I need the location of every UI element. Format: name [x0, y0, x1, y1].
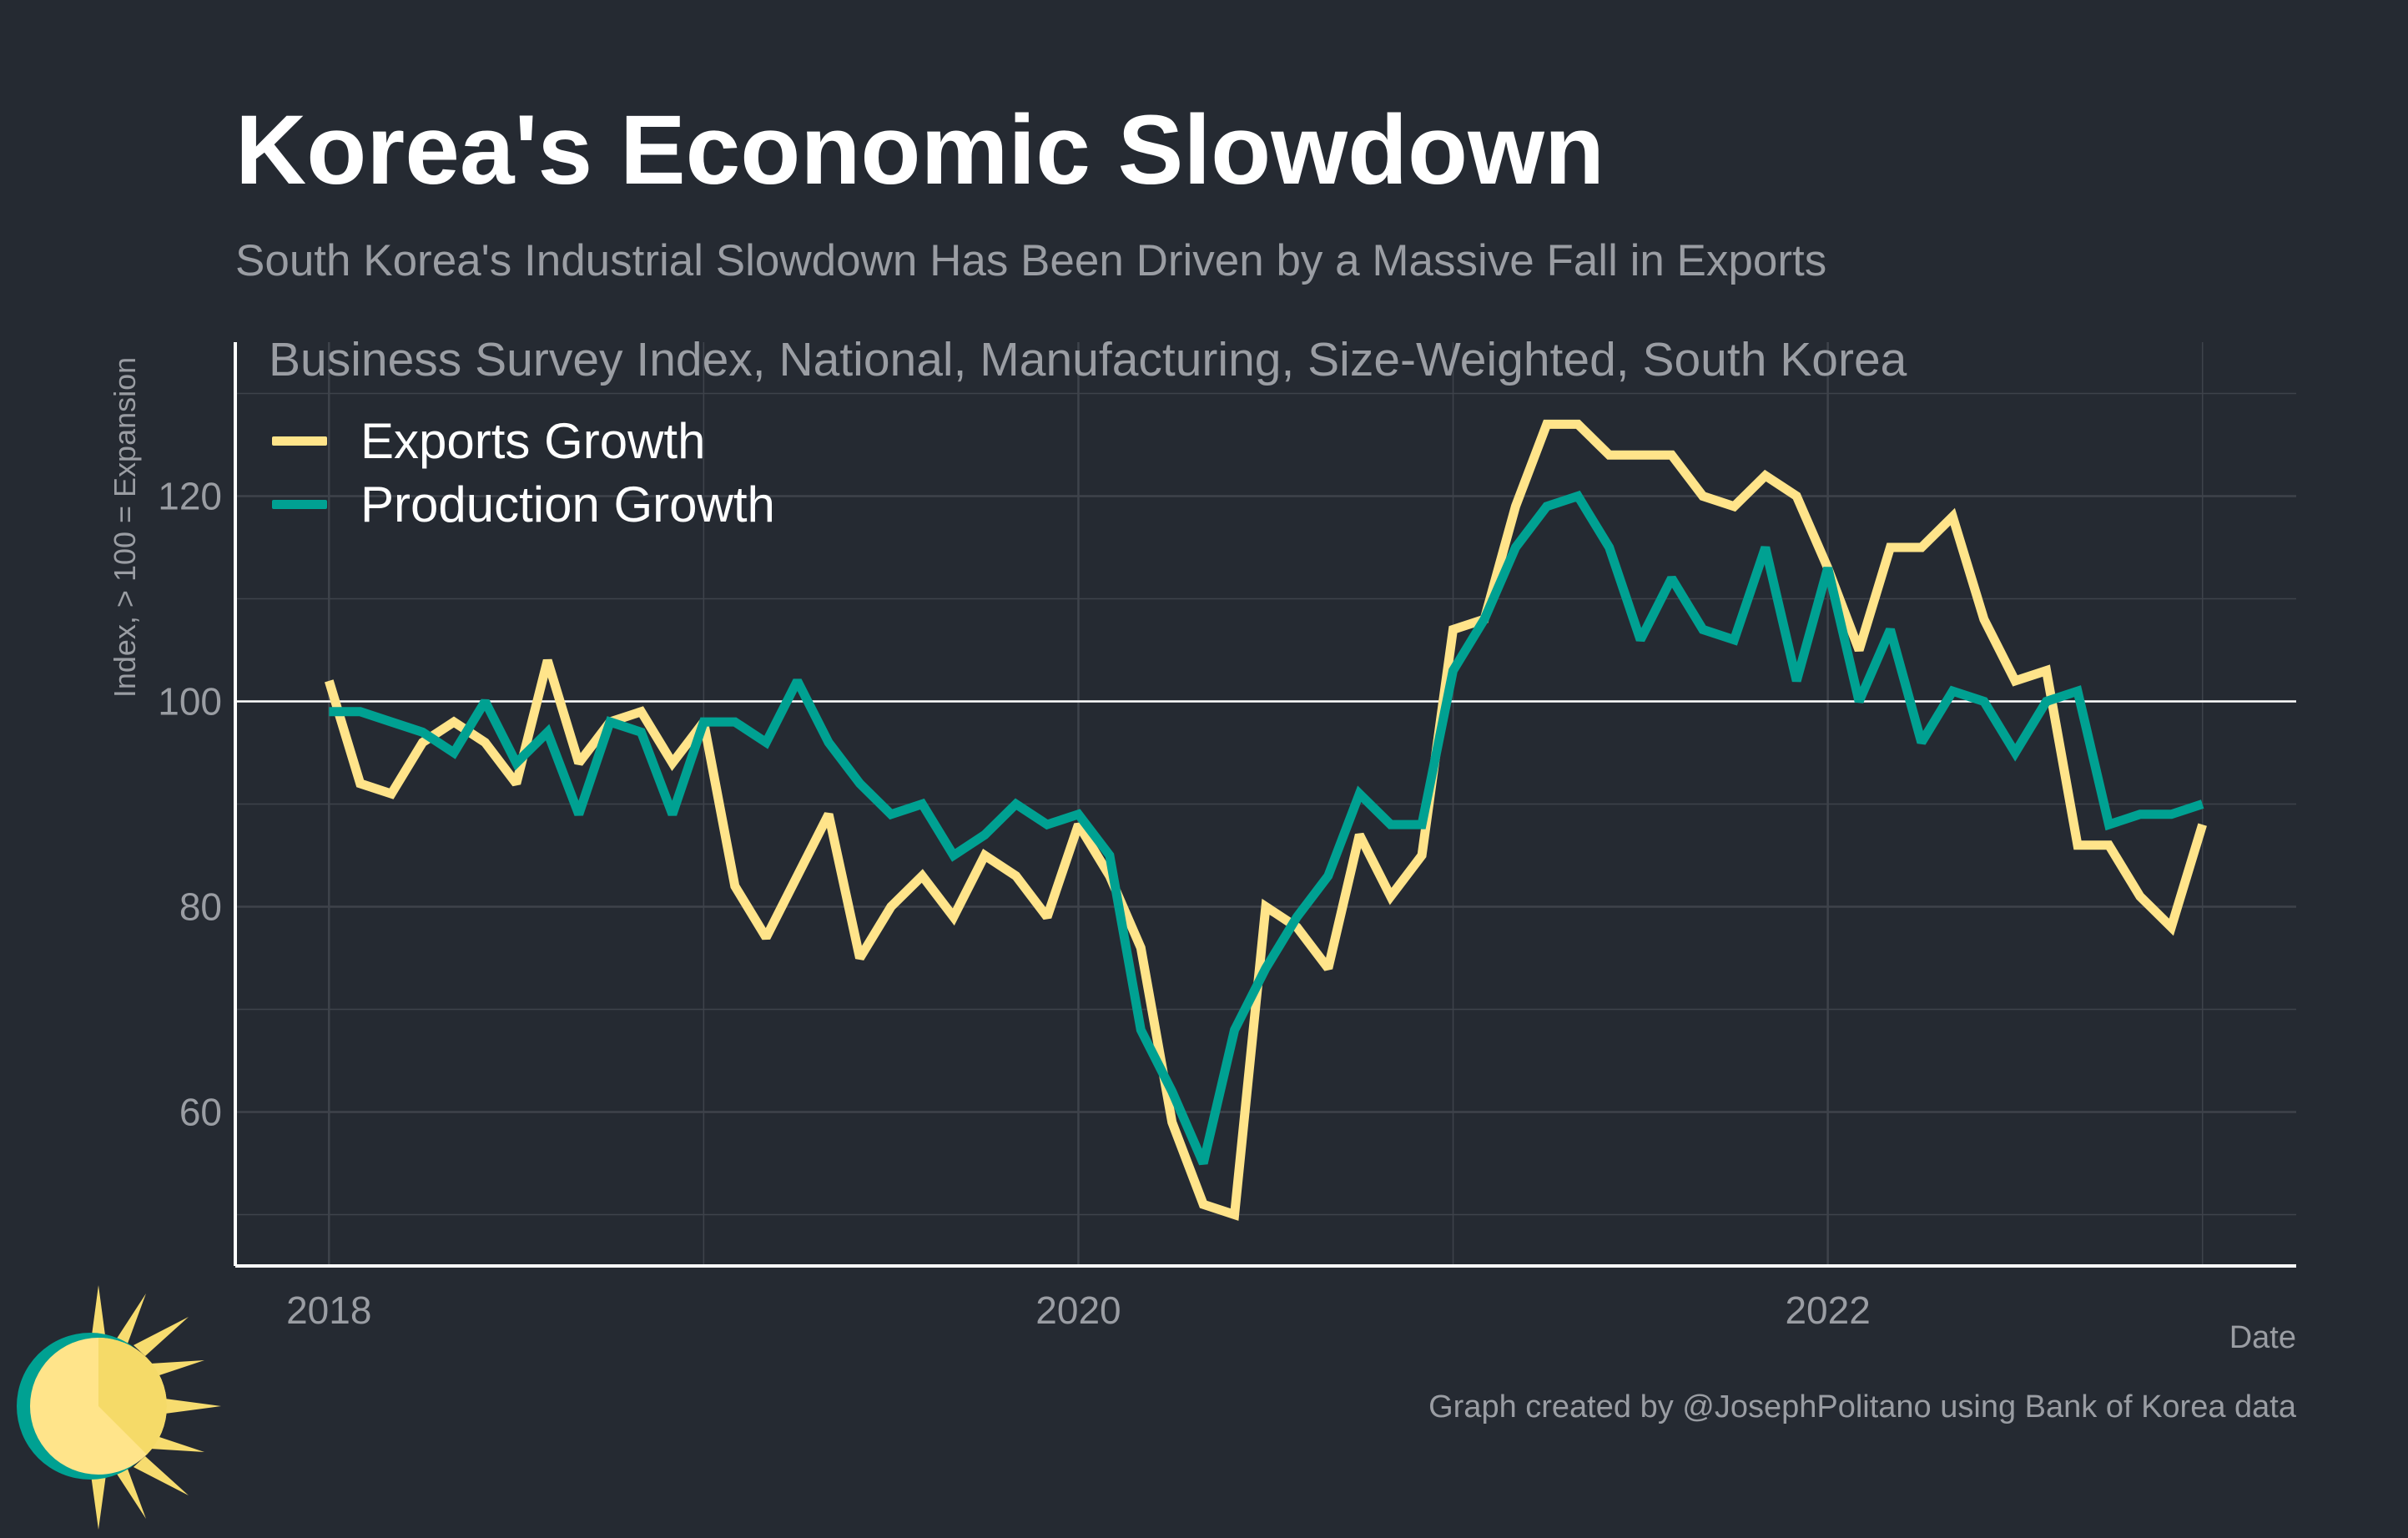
chart-title: Korea's Economic Slowdown: [235, 95, 1604, 205]
legend: Exports Growth Production Growth: [272, 409, 775, 536]
y-tick-label: 80: [179, 885, 222, 929]
series-line-exports: [325, 419, 2207, 1221]
legend-swatch-production: [272, 499, 327, 509]
chart-subtitle: South Korea's Industrial Slowdown Has Be…: [235, 236, 1827, 285]
plot-title: Business Survey Index, National, Manufac…: [269, 333, 1907, 386]
x-axis-label: Date: [2229, 1320, 2296, 1355]
source-caption: Graph created by @JosephPolitano using B…: [1428, 1389, 2296, 1425]
series-line-production: [329, 490, 2204, 1166]
legend-label-production: Production Growth: [360, 476, 775, 532]
y-tick-label: 120: [158, 475, 222, 518]
x-tick-label: 2018: [286, 1288, 371, 1332]
legend-item-exports: Exports Growth: [272, 409, 775, 472]
y-tick-label: 100: [158, 680, 222, 724]
sun-logo-icon: [17, 1285, 221, 1530]
x-tick-label: 2022: [1785, 1288, 1870, 1332]
series-layer: [325, 419, 2207, 1221]
legend-item-production: Production Growth: [272, 472, 775, 536]
legend-label-exports: Exports Growth: [360, 412, 706, 469]
y-axis-label: Index, > 100 = Expansion: [108, 356, 142, 698]
tick-label-layer: 60 80 100 120 2018 2020 2022: [158, 475, 1871, 1333]
y-tick-label: 60: [179, 1091, 222, 1134]
x-tick-label: 2020: [1035, 1288, 1121, 1332]
legend-swatch-exports: [272, 436, 327, 446]
